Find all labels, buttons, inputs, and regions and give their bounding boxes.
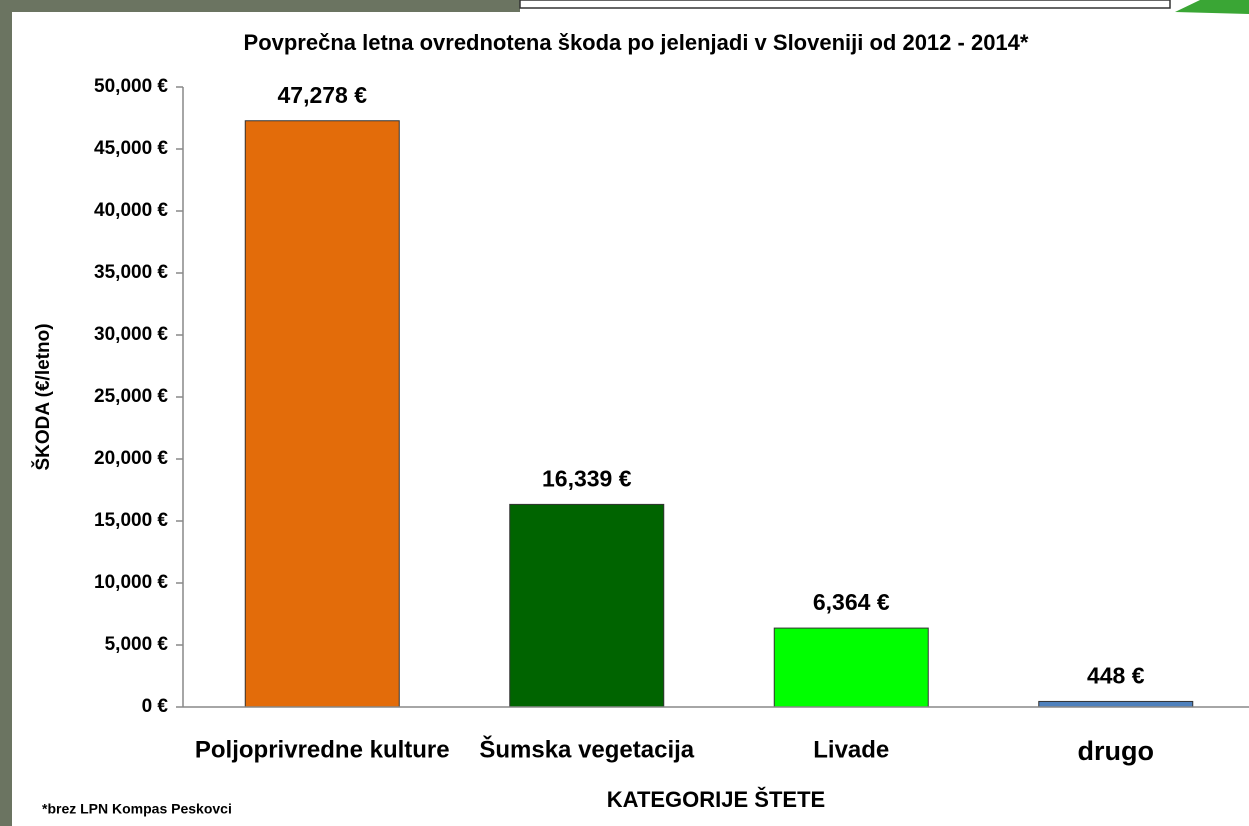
y-tick-label: 15,000 € (94, 510, 168, 531)
bar (244, 120, 400, 708)
y-tick-label: 10,000 € (94, 572, 168, 593)
y-tick-label: 45,000 € (94, 138, 168, 159)
top-frame (0, 0, 520, 12)
top-box (519, 0, 1171, 9)
x-tick-label: Šumska vegetacija (479, 735, 694, 763)
footnote: *brez LPN Kompas Peskovci (42, 801, 232, 817)
value-label: 16,339 € (542, 465, 632, 491)
corner-decoration (1175, 0, 1249, 14)
bar (1038, 700, 1194, 708)
value-label: 47,278 € (277, 82, 367, 108)
y-tick-label: 30,000 € (94, 324, 168, 345)
y-tick-label: 20,000 € (94, 448, 168, 469)
value-label: 6,364 € (813, 589, 890, 615)
chart-title: Povprečna letna ovrednotena škoda po jel… (244, 30, 1029, 55)
y-tick-label: 25,000 € (94, 386, 168, 407)
x-axis-label: KATEGORIJE ŠTETE (607, 787, 825, 812)
bar (509, 503, 665, 708)
y-tick-label: 50,000 € (94, 76, 168, 97)
x-tick-label: Poljoprivredne kulture (195, 736, 450, 763)
x-tick-label: Livade (813, 736, 889, 763)
y-tick-label: 35,000 € (94, 262, 168, 283)
y-tick-label: 5,000 € (105, 634, 169, 655)
y-axis-label: ŠKODA (€/letno) (32, 323, 54, 470)
value-label: 448 € (1087, 663, 1145, 689)
bar (773, 627, 929, 708)
y-tick-label: 40,000 € (94, 200, 168, 221)
left-frame (0, 0, 12, 826)
y-tick-label: 0 € (142, 696, 169, 717)
x-tick-label: drugo (1078, 736, 1154, 766)
